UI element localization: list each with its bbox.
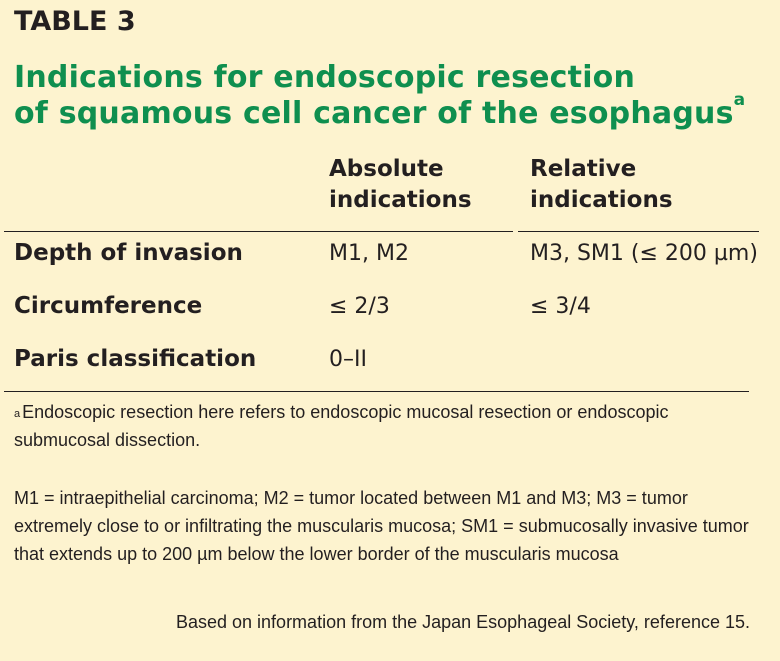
footnote-abbreviations: M1 = intraepithelial carcinoma; M2 = tum… xyxy=(14,488,749,564)
cell-paris-absolute: 0–II xyxy=(329,347,367,372)
title-line-1: Indications for endoscopic resection xyxy=(14,60,636,95)
cell-circumference-absolute: ≤ 2/3 xyxy=(329,294,390,319)
cell-depth-absolute: M1, M2 xyxy=(329,241,409,266)
title-line-2: of squamous cell cancer of the esophagus… xyxy=(14,92,745,132)
footnote-a: a Endoscopic resection here refers to end… xyxy=(14,398,754,454)
row-label-depth: Depth of invasion xyxy=(14,240,243,266)
title-line-2-text: of squamous cell cancer of the esophagus xyxy=(14,96,734,131)
table-title: Indications for endoscopic resection of … xyxy=(14,60,745,132)
column-header-absolute-line2: indications xyxy=(329,187,472,213)
footnote-a-text: Endoscopic resection here refers to endo… xyxy=(14,402,669,450)
row-label-circumference: Circumference xyxy=(14,293,203,319)
source-note: Based on information from the Japan Esop… xyxy=(175,612,750,632)
column-header-absolute-line1: Absolute xyxy=(329,156,444,182)
column-header-relative-line2: indications xyxy=(530,187,673,213)
cell-circumference-relative: ≤ 3/4 xyxy=(530,294,591,319)
footnote-a-marker: a xyxy=(14,408,21,420)
header-rule-right xyxy=(518,231,759,233)
table-number: TABLE 3 xyxy=(14,6,136,37)
cell-depth-relative: M3, SM1 (≤ 200 µm) xyxy=(530,241,758,266)
title-footnote-marker: a xyxy=(733,90,746,110)
table-bottom-rule xyxy=(4,391,749,393)
column-header-relative: Relative indications xyxy=(530,154,673,216)
column-header-absolute: Absolute indications xyxy=(329,154,472,216)
row-label-paris: Paris classification xyxy=(14,346,257,372)
column-header-relative-line1: Relative xyxy=(530,156,637,182)
header-rule-left xyxy=(4,231,513,233)
